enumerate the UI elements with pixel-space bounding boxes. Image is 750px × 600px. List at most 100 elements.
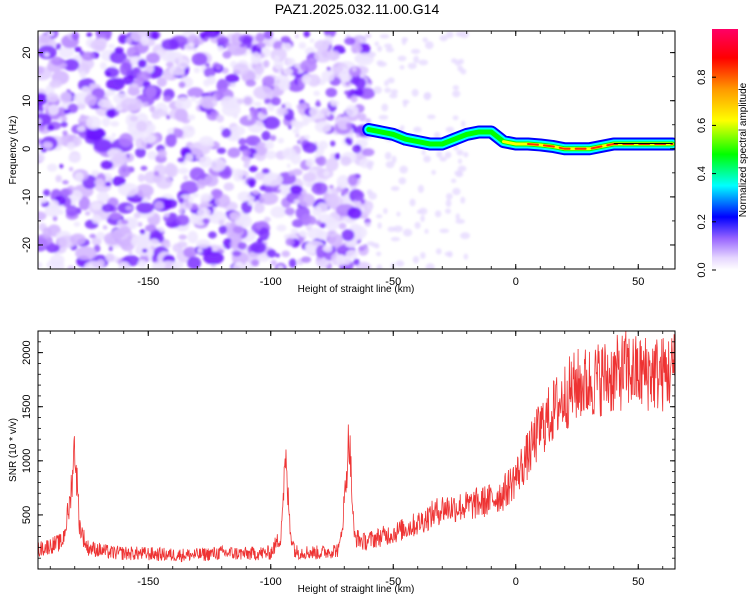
noise-blob	[163, 212, 170, 218]
noise-blob	[156, 77, 167, 87]
noise-blob	[140, 165, 148, 171]
noise-blob	[77, 125, 86, 132]
noise-blob	[199, 155, 212, 168]
noise-blob	[75, 246, 97, 261]
noise-blob	[74, 172, 84, 182]
noise-blob	[108, 177, 113, 183]
noise-blob	[266, 249, 277, 258]
noise-blob	[112, 176, 126, 187]
noise-blob	[231, 32, 244, 46]
noise-blob	[255, 32, 265, 43]
noise-blob	[174, 108, 189, 122]
noise-blob	[223, 182, 235, 191]
noise-blob	[327, 50, 341, 61]
noise-blob	[101, 203, 115, 213]
noise-blob	[422, 37, 428, 43]
noise-blob	[400, 125, 405, 130]
noise-blob	[383, 207, 388, 214]
noise-blob	[374, 41, 379, 47]
noise-blob	[49, 242, 56, 250]
noise-blob	[208, 231, 217, 239]
noise-blob	[290, 228, 299, 234]
noise-blob	[43, 52, 50, 57]
noise-blob	[148, 238, 160, 248]
noise-blob	[196, 179, 207, 190]
noise-blob	[277, 137, 285, 144]
noise-blob	[425, 41, 434, 50]
noise-blob	[455, 171, 464, 178]
noise-blob	[117, 182, 139, 197]
noise-blob	[297, 193, 316, 207]
noise-blob	[350, 94, 358, 103]
noise-blob	[282, 67, 294, 76]
noise-blob	[334, 152, 341, 160]
noise-blob	[376, 264, 383, 269]
noise-blob	[52, 215, 58, 222]
chart-title: PAZ1.2025.032.11.00.G14	[275, 1, 440, 17]
noise-blob	[118, 34, 128, 44]
heatmap-noise-layer	[38, 31, 471, 269]
noise-blob	[232, 63, 250, 76]
noise-blob	[350, 43, 363, 54]
noise-blob	[118, 132, 134, 147]
noise-blob	[269, 134, 277, 141]
noise-blob	[78, 196, 91, 211]
noise-blob	[235, 46, 247, 54]
noise-blob	[390, 89, 399, 95]
noise-blob	[119, 225, 131, 234]
x-tick-label: -150	[137, 276, 159, 288]
noise-blob	[420, 215, 425, 223]
noise-blob	[63, 58, 80, 72]
noise-blob	[366, 189, 373, 196]
noise-blob	[410, 48, 421, 54]
noise-blob	[90, 39, 107, 51]
noise-blob	[38, 211, 47, 221]
noise-blob	[245, 135, 261, 147]
noise-blob	[38, 93, 48, 106]
noise-blob	[121, 219, 129, 225]
noise-blob	[193, 47, 198, 53]
noise-blob	[384, 80, 389, 87]
noise-blob	[289, 184, 303, 195]
noise-blob	[114, 78, 125, 87]
noise-blob	[352, 190, 365, 202]
noise-blob	[436, 151, 443, 158]
noise-blob	[51, 56, 64, 66]
noise-blob	[85, 211, 91, 216]
noise-blob	[38, 34, 53, 48]
noise-blob	[414, 221, 421, 229]
noise-blob	[302, 142, 318, 154]
noise-blob	[316, 230, 329, 241]
noise-blob	[192, 193, 199, 198]
noise-blob	[142, 134, 157, 144]
snr-ticks: -150 -100 -50 0 50 500 1000 1500 2000	[21, 330, 675, 588]
noise-blob	[137, 59, 147, 69]
noise-blob	[302, 172, 317, 182]
noise-blob	[210, 110, 217, 118]
noise-blob	[180, 180, 199, 194]
heatmap-signal-layer	[362, 123, 675, 156]
noise-blob	[200, 193, 214, 202]
noise-blob	[358, 43, 371, 56]
noise-blob	[293, 199, 300, 205]
noise-blob	[263, 59, 270, 68]
noise-blob	[151, 31, 159, 40]
noise-blob	[193, 67, 200, 74]
noise-blob	[314, 39, 330, 51]
noise-blob	[210, 188, 222, 200]
noise-blob	[112, 151, 128, 165]
noise-blob	[229, 125, 246, 136]
noise-blob	[247, 200, 255, 206]
noise-blob	[71, 31, 80, 41]
noise-blob	[333, 62, 344, 74]
noise-blob	[315, 101, 321, 108]
noise-blob	[76, 102, 86, 110]
noise-blob	[364, 33, 372, 39]
noise-blob	[301, 256, 312, 263]
noise-blob	[270, 96, 281, 106]
noise-blob	[210, 263, 217, 268]
noise-blob	[250, 52, 262, 65]
noise-blob	[210, 158, 226, 172]
noise-blob	[93, 138, 113, 152]
